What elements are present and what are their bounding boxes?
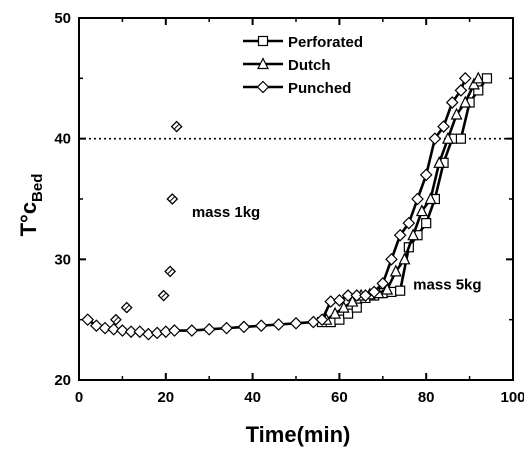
mass1kg-point: [109, 313, 122, 326]
annotation-2: mass 5kg: [413, 277, 481, 294]
x-axis-title: Time(min): [246, 422, 351, 447]
mass1kg-point: [120, 301, 133, 314]
x-tick-label: 80: [418, 389, 435, 406]
y-tick-label: 20: [54, 372, 71, 389]
mass1kg-point: [170, 120, 183, 133]
data-point-perforated: [342, 308, 354, 319]
y-tick-label: 50: [54, 10, 71, 27]
data-point-punched: [272, 318, 285, 331]
data-point-dutch: [329, 306, 342, 319]
data-point-punched: [393, 228, 407, 242]
mass1kg-point: [166, 193, 179, 205]
data-point-perforated: [334, 314, 345, 325]
y-tick-label: 40: [54, 131, 71, 148]
data-point-punched: [359, 289, 372, 302]
data-point-perforated: [473, 85, 484, 96]
data-point-punched: [237, 320, 251, 334]
y-axis-title: T°cBed: [16, 174, 46, 237]
data-point-dutch: [381, 282, 394, 295]
data-point-perforated: [351, 302, 362, 313]
data-point-punched: [333, 294, 346, 307]
data-point-perforated: [395, 285, 406, 296]
data-point-dutch: [433, 155, 446, 168]
data-point-punched: [202, 322, 216, 336]
data-point-punched: [376, 277, 390, 290]
data-point-punched: [428, 132, 442, 146]
legend-marker-perforated: [257, 35, 269, 47]
data-point-perforated: [455, 133, 467, 144]
x-tick-label: 60: [331, 389, 348, 406]
data-point-punched: [350, 289, 364, 302]
mass1kg-point: [157, 289, 170, 302]
x-tick-label: 0: [75, 389, 83, 406]
data-point-punched: [168, 324, 181, 337]
axis-labels: Time(min) T°cBed: [16, 174, 350, 447]
data-point-punched: [341, 289, 355, 302]
data-point-dutch: [424, 192, 437, 205]
data-point-punched: [437, 120, 450, 133]
data-point-punched: [98, 321, 112, 335]
data-point-dutch: [459, 95, 472, 108]
data-point-punched: [254, 319, 268, 333]
series-line-punched: [86, 77, 467, 336]
data-point-punched: [419, 168, 433, 182]
data-point-punched: [185, 324, 199, 337]
data-point-punched: [402, 216, 416, 230]
data-point-punched: [124, 325, 138, 339]
x-tick-label: 100: [500, 389, 524, 406]
data-point-punched: [454, 84, 468, 97]
x-tick-label: 20: [157, 389, 174, 406]
data-point-dutch: [346, 294, 359, 307]
data-point-punched: [385, 252, 398, 266]
y-tick-label: 30: [54, 251, 71, 268]
legend-label-dutch: Dutch: [288, 57, 331, 74]
data-point-dutch: [467, 77, 480, 90]
data-point-dutch: [441, 131, 454, 144]
hatched-marker-stroke: [124, 305, 130, 310]
data-point-punched: [116, 324, 129, 337]
legend-label-punched: Punched: [288, 80, 351, 97]
data-point-dutch: [407, 228, 420, 241]
hatched-marker-stroke: [161, 293, 166, 298]
data-point-dutch: [337, 300, 350, 313]
mass1kg-point: [164, 265, 177, 278]
series-dutch: [320, 71, 485, 325]
data-point-perforated: [481, 73, 493, 84]
x-tick-label: 40: [244, 389, 261, 406]
hatched-marker-stroke: [167, 269, 173, 274]
data-point-punched: [411, 192, 424, 206]
hatched-marker-stroke: [169, 196, 175, 202]
data-point-dutch: [398, 252, 411, 265]
data-point-perforated: [421, 218, 432, 229]
data-point-dutch: [415, 204, 428, 217]
annotation-1: mass 1kg: [192, 204, 260, 221]
data-point-punched: [220, 321, 233, 335]
hatched-marker-stroke: [113, 317, 119, 323]
data-point-punched: [315, 313, 329, 327]
legend: Perforated Dutch Punched: [243, 34, 363, 97]
data-point-punched: [367, 285, 381, 299]
hatched-marker-stroke: [174, 124, 180, 129]
legend-marker-dutch: [257, 57, 269, 70]
data-point-punched: [81, 313, 95, 327]
data-point-dutch: [389, 264, 402, 277]
data-point-punched: [107, 322, 121, 336]
data-point-punched: [445, 96, 459, 109]
legend-label-perforated: Perforated: [288, 34, 363, 51]
series-group: [81, 71, 493, 341]
y-axis-title-sub: Bed: [29, 174, 46, 202]
series-punched: [81, 71, 472, 341]
y-axis-title-main: T°c: [16, 202, 41, 236]
mass1kg-points: [109, 120, 183, 326]
data-point-punched: [289, 316, 303, 330]
annotations: mass 1kg mass 5kg: [192, 204, 482, 293]
legend-marker-punched: [256, 80, 270, 94]
data-point-dutch: [472, 71, 485, 84]
data-point-punched: [458, 71, 472, 85]
data-point-dutch: [450, 107, 463, 120]
